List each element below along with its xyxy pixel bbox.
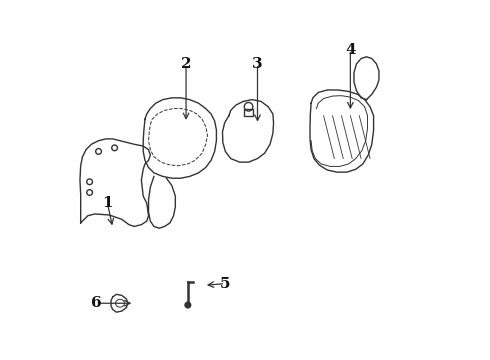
Text: 3: 3: [252, 57, 263, 71]
Text: 4: 4: [345, 42, 356, 57]
Text: 1: 1: [102, 196, 113, 210]
Circle shape: [185, 302, 191, 308]
Text: 6: 6: [92, 296, 102, 310]
Text: 2: 2: [181, 57, 191, 71]
Bar: [245, 109, 253, 116]
Text: 5: 5: [220, 276, 231, 291]
